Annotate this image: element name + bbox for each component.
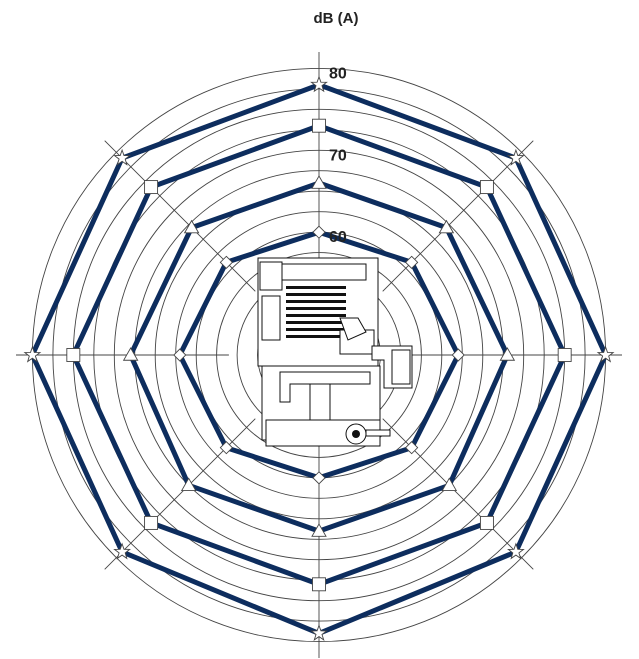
marker-square — [312, 118, 326, 133]
marker-square — [144, 515, 159, 530]
series-markers — [23, 75, 615, 642]
marker-square — [66, 348, 81, 362]
marker-diamond — [312, 471, 326, 485]
grid-axis — [104, 418, 256, 570]
grid-axis — [104, 140, 256, 292]
marker-square — [479, 515, 494, 530]
marker-star — [596, 345, 615, 363]
tick-label-70: 70 — [329, 147, 347, 164]
marker-square — [479, 180, 494, 195]
marker-diamond — [219, 441, 233, 455]
marker-star — [507, 542, 525, 560]
marker-star — [113, 542, 131, 560]
marker-star — [310, 75, 328, 93]
marker-diamond — [451, 348, 465, 362]
marker-triangle — [311, 523, 327, 537]
marker-triangle — [122, 347, 139, 361]
marker-diamond — [312, 225, 326, 239]
marker-square — [312, 577, 326, 592]
marker-triangle — [311, 175, 327, 189]
marker-triangle — [183, 219, 200, 234]
marker-square — [144, 180, 159, 195]
tick-label-80: 80 — [329, 65, 347, 82]
marker-triangle — [441, 477, 458, 491]
tick-label-60: 60 — [329, 229, 347, 246]
unit-label: dB (A) — [314, 10, 359, 27]
tick-labels: 60 70 80 — [329, 65, 347, 246]
marker-triangle — [438, 219, 455, 234]
marker-star — [113, 148, 131, 166]
marker-diamond — [173, 348, 187, 362]
marker-star — [310, 624, 328, 642]
marker-star — [23, 345, 42, 363]
grid-axis — [382, 140, 534, 292]
engine-icon — [257, 257, 413, 447]
marker-star — [507, 148, 525, 166]
marker-diamond — [219, 255, 233, 269]
marker-triangle — [180, 477, 197, 491]
marker-triangle — [499, 347, 516, 361]
grid-axis — [382, 418, 534, 570]
marker-diamond — [405, 441, 419, 455]
marker-diamond — [405, 255, 419, 269]
marker-square — [557, 348, 572, 362]
